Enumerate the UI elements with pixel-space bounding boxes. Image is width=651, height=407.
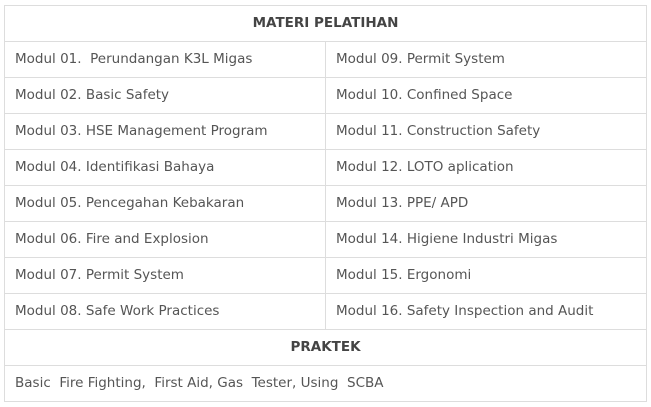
- module-cell: Modul 15. Ergonomi: [325, 257, 647, 294]
- table-row: Modul 01. Perundangan K3L Migas Modul 09…: [4, 41, 647, 78]
- module-cell: Modul 07. Permit System: [4, 257, 326, 294]
- module-cell: Modul 11. Construction Safety: [325, 113, 647, 150]
- materi-header-row: MATERI PELATIHAN: [4, 5, 647, 42]
- module-cell: Modul 02. Basic Safety: [4, 77, 326, 114]
- table-row: Modul 02. Basic Safety Modul 10. Confine…: [4, 77, 647, 114]
- praktek-content: Basic Fire Fighting, First Aid, Gas Test…: [4, 365, 647, 402]
- praktek-content-row: Basic Fire Fighting, First Aid, Gas Test…: [4, 365, 647, 402]
- module-cell: Modul 12. LOTO aplication: [325, 149, 647, 186]
- table-row: Modul 04. Identifikasi Bahaya Modul 12. …: [4, 149, 647, 186]
- module-cell: Modul 04. Identifikasi Bahaya: [4, 149, 326, 186]
- module-cell: Modul 09. Permit System: [325, 41, 647, 78]
- module-cell: Modul 01. Perundangan K3L Migas: [4, 41, 326, 78]
- table-row: Modul 03. HSE Management Program Modul 1…: [4, 113, 647, 150]
- praktek-header-row: PRAKTEK: [4, 329, 647, 366]
- module-cell: Modul 06. Fire and Explosion: [4, 221, 326, 258]
- table-row: Modul 08. Safe Work Practices Modul 16. …: [4, 293, 647, 330]
- module-cell: Modul 14. Higiene Industri Migas: [325, 221, 647, 258]
- module-cell: Modul 10. Confined Space: [325, 77, 647, 114]
- module-cell: Modul 05. Pencegahan Kebakaran: [4, 185, 326, 222]
- table-row: Modul 06. Fire and Explosion Modul 14. H…: [4, 221, 647, 258]
- praktek-heading: PRAKTEK: [4, 329, 647, 366]
- module-cell: Modul 13. PPE/ APD: [325, 185, 647, 222]
- table-row: Modul 05. Pencegahan Kebakaran Modul 13.…: [4, 185, 647, 222]
- module-cell: Modul 08. Safe Work Practices: [4, 293, 326, 330]
- table-row: Modul 07. Permit System Modul 15. Ergono…: [4, 257, 647, 294]
- training-table: MATERI PELATIHAN Modul 01. Perundangan K…: [4, 5, 647, 402]
- module-cell: Modul 03. HSE Management Program: [4, 113, 326, 150]
- materi-heading: MATERI PELATIHAN: [4, 5, 647, 42]
- module-cell: Modul 16. Safety Inspection and Audit: [325, 293, 647, 330]
- training-table-container: MATERI PELATIHAN Modul 01. Perundangan K…: [4, 5, 647, 402]
